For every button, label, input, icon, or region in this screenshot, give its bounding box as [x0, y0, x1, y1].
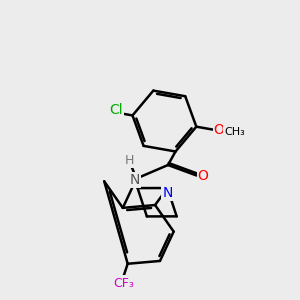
Text: CH₃: CH₃	[224, 127, 245, 137]
Text: O: O	[198, 169, 208, 182]
Text: H: H	[124, 154, 134, 167]
Text: CF₃: CF₃	[113, 277, 134, 290]
Text: N: N	[162, 185, 172, 200]
Text: N: N	[130, 173, 140, 187]
Text: O: O	[214, 122, 225, 136]
Text: Cl: Cl	[110, 103, 123, 117]
